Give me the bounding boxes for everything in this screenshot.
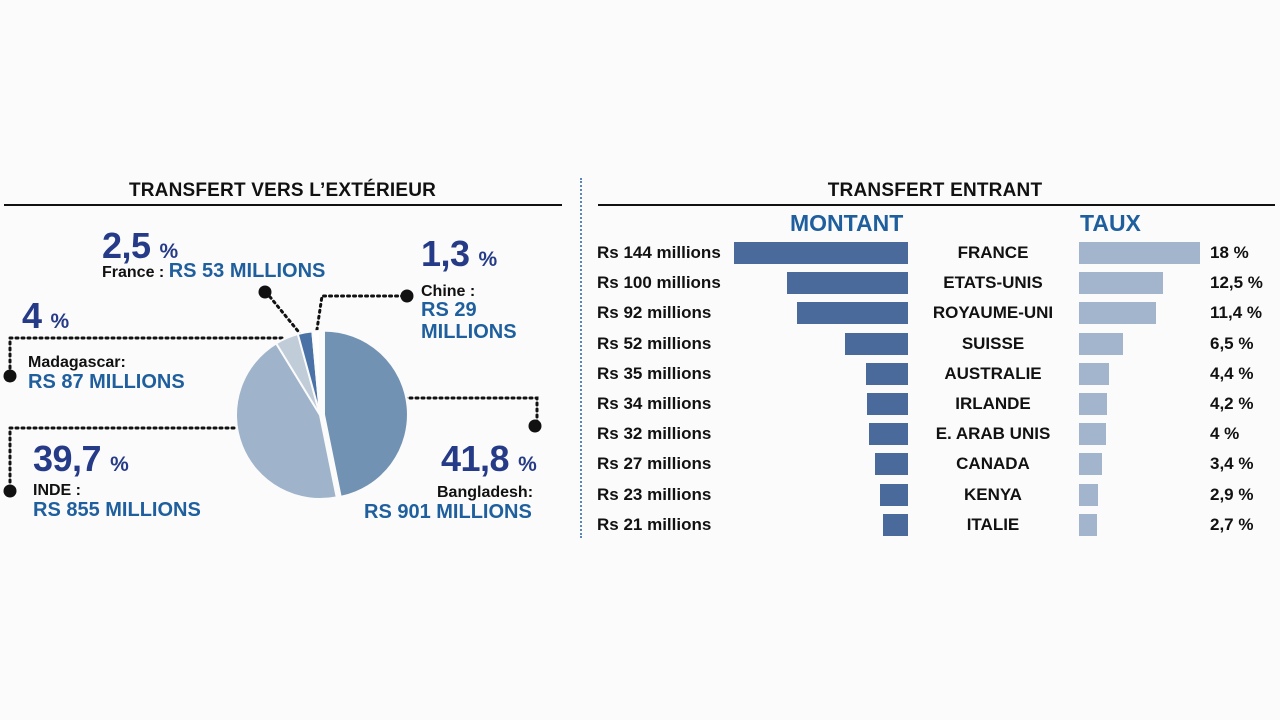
pct-sign-bangladesh: % [518, 453, 537, 476]
leader-line-madagascar [8, 336, 284, 378]
country-label: ROYAUME-UNI [932, 303, 1054, 322]
country-label: ETATS-UNIS [943, 273, 1043, 292]
country-label: E. ARAB UNIS [935, 424, 1051, 443]
amount-france: RS 53 MILLIONS [168, 260, 326, 282]
leader-dot-bangladesh [528, 419, 542, 433]
taux-bar [1079, 302, 1156, 324]
rate-label: 4 % [1210, 424, 1240, 443]
montant-bar [883, 514, 908, 536]
leader-dot-madagascar [3, 369, 17, 383]
amount-label: Rs 144 millions [597, 243, 721, 262]
montant-bar [734, 242, 908, 264]
section-divider [580, 178, 582, 538]
country-label: CANADA [956, 454, 1030, 473]
label-inde: 39,7% [33, 441, 129, 477]
montant-bar [869, 423, 908, 445]
leader-line-inde [8, 426, 260, 492]
montant-bar [845, 333, 908, 355]
amount-chine-line2: MILLIONS [421, 321, 517, 343]
country-inde: INDE : [33, 482, 81, 499]
taux-bar [1079, 242, 1200, 264]
outbound-title-rule [4, 204, 562, 206]
country-france: France : [102, 264, 165, 281]
pct-inde: 39,7 [33, 438, 102, 479]
country-bangladesh: Bangladesh: [437, 484, 534, 501]
montant-bar [867, 393, 908, 415]
inbound-title: TRANSFERT ENTRANT [827, 180, 1043, 201]
rate-label: 2,7 % [1210, 515, 1254, 534]
amount-label: Rs 100 millions [597, 273, 721, 292]
amount-label: Rs 34 millions [597, 394, 712, 413]
outbound-title: TRANSFERT VERS L’EXTÉRIEUR [128, 180, 437, 201]
taux-bar [1079, 484, 1098, 506]
pct-france: 2,5 [102, 225, 151, 266]
amount-madagascar: RS 87 MILLIONS [28, 371, 185, 393]
rate-label: 4,2 % [1210, 394, 1254, 413]
pct-sign-inde: % [110, 453, 129, 476]
montant-bar [787, 272, 908, 294]
pie-slice-inde [235, 341, 338, 500]
amount-inde: RS 855 MILLIONS [33, 499, 201, 521]
amount-label: Rs 27 millions [597, 454, 712, 473]
label-chine: 1,3% [421, 236, 497, 272]
country-chine: Chine : [421, 283, 476, 300]
amount-label: Rs 32 millions [597, 424, 712, 443]
country-label: SUISSE [961, 334, 1025, 353]
leader-line-france [264, 290, 304, 338]
country-label: AUSTRALIE [944, 364, 1042, 383]
outbound-pie-chart [3, 285, 542, 500]
leader-dot-chine [400, 289, 414, 303]
leader-line-chine [314, 294, 408, 338]
label-bangladesh: 41,8% [441, 441, 537, 477]
amount-label: Rs 23 millions [597, 485, 712, 504]
taux-bar [1079, 453, 1102, 475]
rate-label: 2,9 % [1210, 485, 1254, 504]
pct-sign-madagascar: % [50, 310, 70, 333]
pct-bangladesh: 41,8 [441, 438, 510, 479]
amount-label: Rs 21 millions [597, 515, 712, 534]
amount-label: Rs 52 millions [597, 334, 712, 353]
label-france: 2,5% [102, 228, 178, 264]
amount-chine-line1: RS 29 [421, 299, 477, 321]
montant-bar [866, 363, 908, 385]
taux-header: TAUX [1080, 210, 1141, 236]
country-label: IRLANDE [955, 394, 1031, 413]
pct-chine: 1,3 [421, 233, 470, 274]
rate-label: 18 % [1210, 243, 1249, 262]
leader-dot-france [258, 285, 272, 299]
pct-madagascar: 4 [22, 295, 42, 336]
amount-label: Rs 35 millions [597, 364, 712, 383]
inbound-title-rule [598, 204, 1275, 206]
pct-sign-france: % [159, 240, 179, 263]
taux-bar [1079, 272, 1163, 294]
montant-bar [797, 302, 908, 324]
leader-line-bangladesh [360, 396, 539, 424]
pie-slice-bangladesh [322, 329, 409, 499]
montant-bar [875, 453, 908, 475]
label-madagascar: 4% [22, 298, 69, 334]
montant-header: MONTANT [790, 210, 904, 236]
country-label: FRANCE [957, 243, 1029, 262]
taux-bar [1079, 423, 1106, 445]
amount-bangladesh: RS 901 MILLIONS [364, 501, 532, 523]
rate-label: 6,5 % [1210, 334, 1254, 353]
pct-sign-chine: % [478, 248, 498, 271]
rate-label: 11,4 % [1210, 303, 1262, 322]
rate-label: 3,4 % [1210, 454, 1254, 473]
country-label: KENYA [964, 485, 1022, 504]
label-france-detail: France : RS 53 MILLIONS [102, 261, 325, 282]
country-label: ITALIE [966, 515, 1020, 534]
taux-bar [1079, 514, 1097, 536]
taux-bar [1079, 393, 1107, 415]
montant-bar [880, 484, 908, 506]
pie-slice-chine [311, 329, 321, 416]
rate-label: 4,4 % [1210, 364, 1254, 383]
taux-bar [1079, 333, 1123, 355]
country-madagascar: Madagascar: [28, 354, 126, 371]
leader-dot-inde [3, 484, 17, 498]
rate-label: 12,5 % [1210, 273, 1263, 292]
taux-bar [1079, 363, 1109, 385]
amount-label: Rs 92 millions [597, 303, 712, 322]
